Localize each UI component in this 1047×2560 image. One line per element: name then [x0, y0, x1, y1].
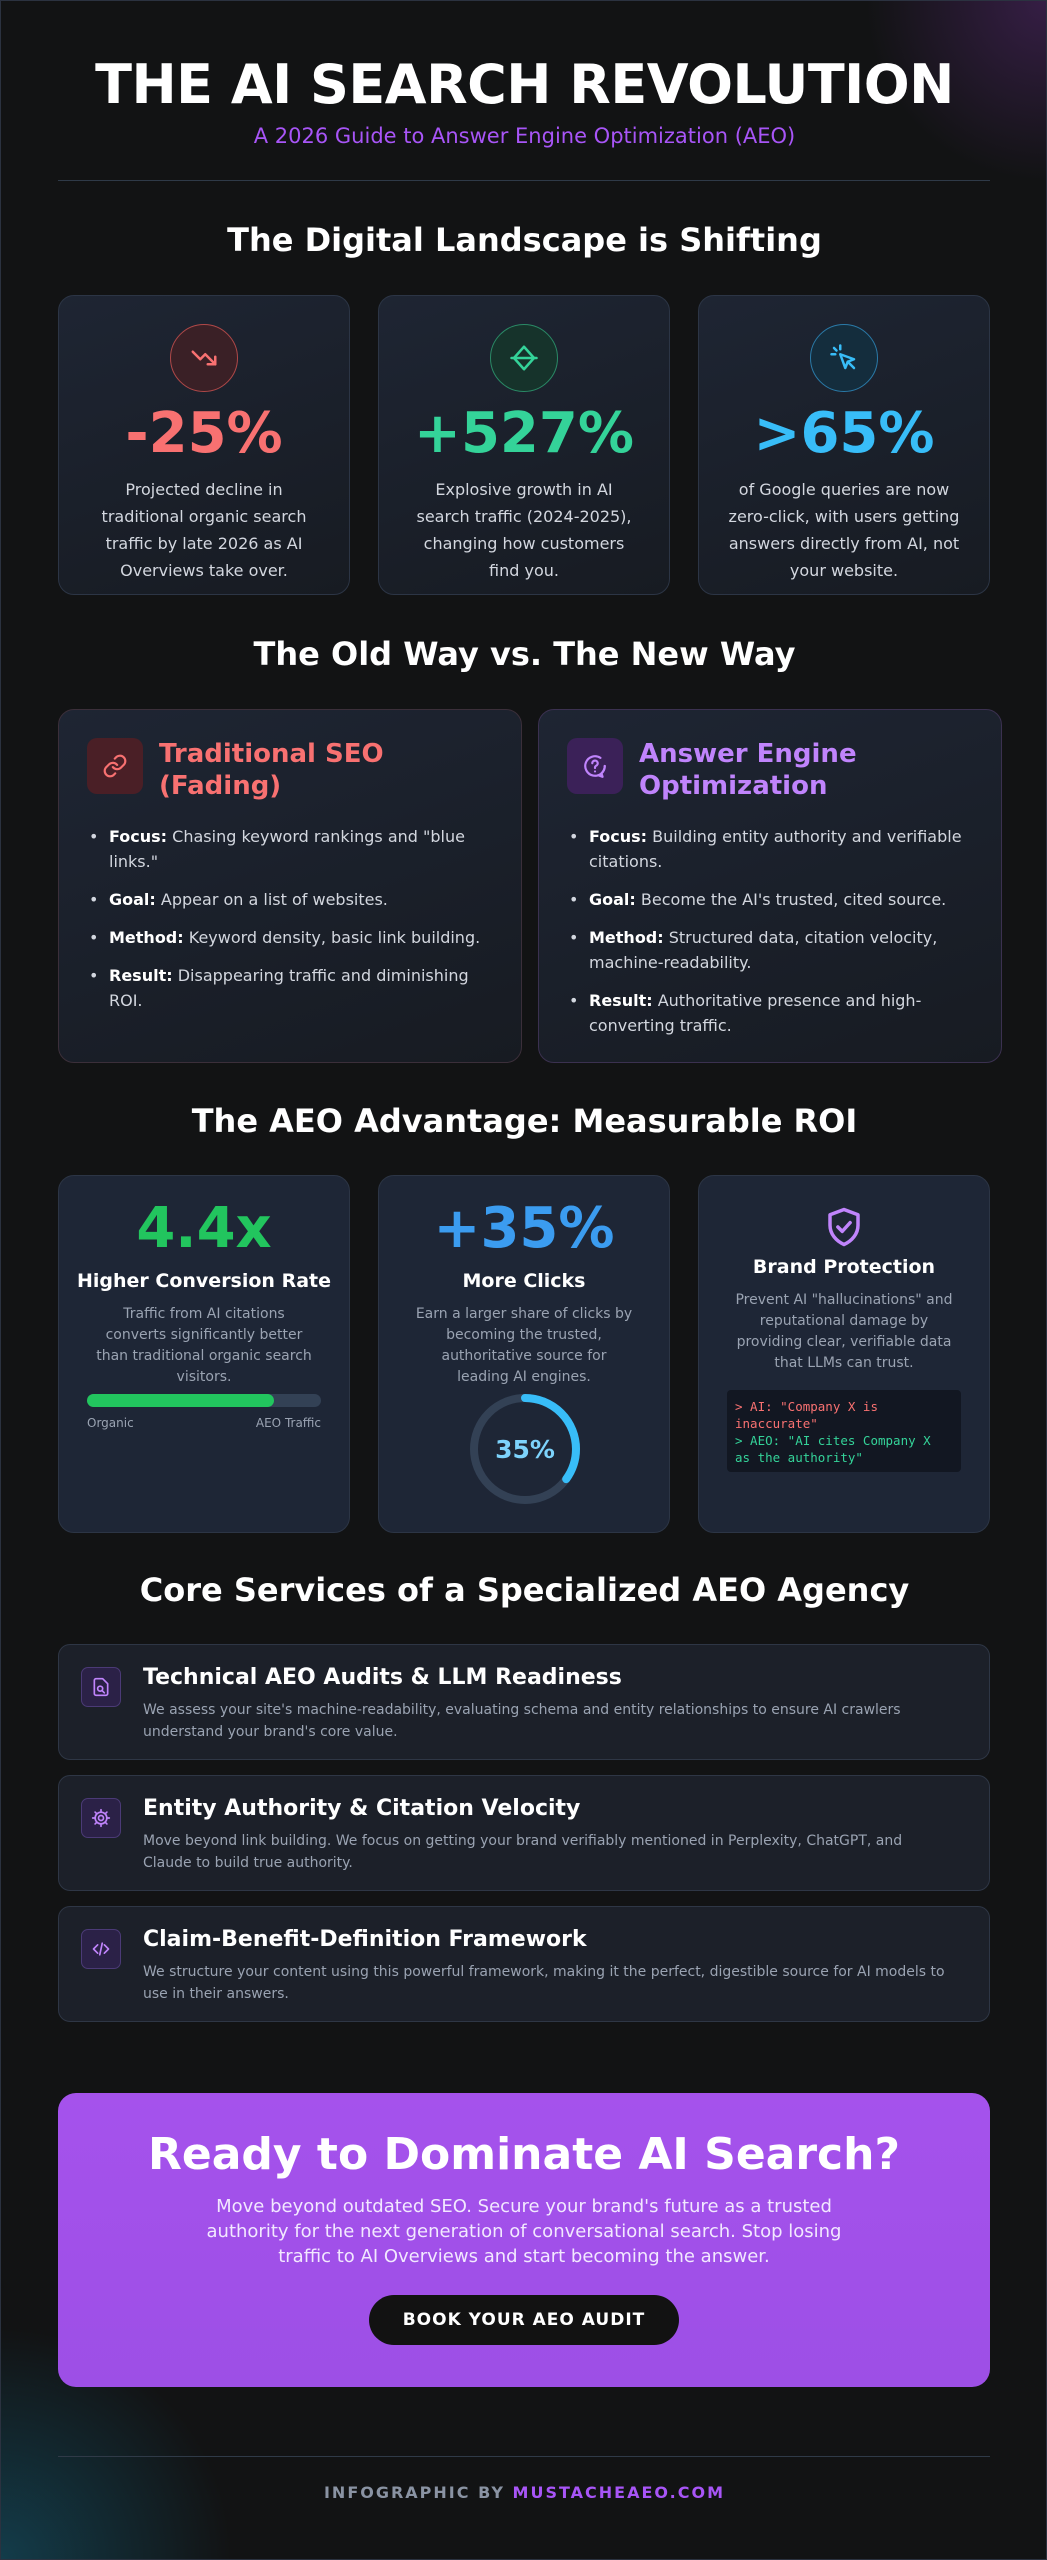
terminal-line-ai: > AI: "Company X is inaccurate": [735, 1399, 878, 1431]
cta-title: Ready to Dominate AI Search?: [148, 2129, 900, 2180]
list-item: Method: Structured data, citation veloci…: [567, 925, 973, 975]
gear-icon: [81, 1798, 121, 1838]
service-description: We structure your content using this pow…: [143, 1964, 945, 2002]
conversion-value: 4.4x: [136, 1196, 272, 1261]
traditional-seo-title: Traditional SEO (Fading): [159, 739, 384, 801]
brand-protection-title: Brand Protection: [752, 1256, 936, 1278]
bar-label-organic: Organic: [87, 1416, 134, 1430]
stat-card-decline: -25% Projected decline in traditional or…: [58, 295, 350, 595]
header-divider: [58, 180, 990, 181]
clicks-value: +35%: [433, 1196, 615, 1261]
aeo-title: Answer Engine Optimization: [639, 739, 857, 801]
stat-card-growth: +527% Explosive growth in AI search traf…: [378, 295, 670, 595]
shield-check-icon: [699, 1206, 989, 1248]
cta-banner: Ready to Dominate AI Search? Move beyond…: [58, 2093, 990, 2387]
trending-down-icon: [170, 324, 238, 392]
brand-protection-card: Brand Protection Prevent AI "hallucinati…: [698, 1175, 990, 1533]
list-item: Method: Keyword density, basic link buil…: [87, 925, 493, 950]
aeo-card: Answer Engine Optimization Focus: Buildi…: [538, 709, 1002, 1063]
service-title: Claim-Benefit-Definition Framework: [143, 1927, 587, 1952]
cta-description: Move beyond outdated SEO. Secure your br…: [206, 2196, 842, 2267]
stat-description: of Google queries are now zero-click, wi…: [728, 480, 960, 580]
traditional-seo-list: Focus: Chasing keyword rankings and "blu…: [87, 824, 493, 1013]
footer-prefix: INFOGRAPHIC BY: [323, 2483, 505, 2502]
list-item: Result: Disappearing traffic and diminis…: [87, 963, 493, 1013]
service-card-framework: Claim-Benefit-Definition Framework We st…: [58, 1906, 990, 2022]
clicks-card: +35% More Clicks Earn a larger share of …: [378, 1175, 670, 1533]
aeo-list: Focus: Building entity authority and ver…: [567, 824, 973, 1038]
clicks-description: Earn a larger share of clicks by becomin…: [415, 1306, 633, 1385]
terminal-line-aeo: > AEO: "AI cites Company X as the author…: [735, 1433, 931, 1465]
service-card-authority: Entity Authority & Citation Velocity Mov…: [58, 1775, 990, 1891]
list-item: Goal: Become the AI's trusted, cited sou…: [567, 887, 973, 912]
service-title: Technical AEO Audits & LLM Readiness: [143, 1665, 622, 1690]
conversion-progress-bar: [87, 1394, 321, 1407]
brand-protection-description: Prevent AI "hallucinations" and reputati…: [735, 1292, 953, 1371]
stat-card-zero-click: >65% of Google queries are now zero-clic…: [698, 295, 990, 595]
list-item: Focus: Chasing keyword rankings and "blu…: [87, 824, 493, 874]
conversion-description: Traffic from AI citations converts signi…: [96, 1306, 312, 1385]
footer-divider: [58, 2456, 990, 2457]
document-search-icon: [81, 1667, 121, 1707]
comparison-title: The Old Way vs. The New Way: [253, 635, 796, 673]
page-title: THE AI SEARCH REVOLUTION: [95, 53, 954, 116]
stat-value: -25%: [125, 401, 283, 466]
list-item: Focus: Building entity authority and ver…: [567, 824, 973, 874]
list-item: Goal: Appear on a list of websites.: [87, 887, 493, 912]
terminal-snippet: > AI: "Company X is inaccurate" > AEO: "…: [727, 1390, 961, 1472]
conversion-card: 4.4x Higher Conversion Rate Traffic from…: [58, 1175, 350, 1533]
conversion-title: Higher Conversion Rate: [76, 1270, 331, 1292]
traditional-seo-card: Traditional SEO (Fading) Focus: Chasing …: [58, 709, 522, 1063]
clicks-ring-label: 35%: [495, 1434, 555, 1464]
roi-title: The AEO Advantage: Measurable ROI: [191, 1102, 858, 1140]
stat-description: Projected decline in traditional organic…: [101, 480, 307, 580]
stat-value: +527%: [414, 401, 634, 466]
service-title: Entity Authority & Citation Velocity: [143, 1796, 581, 1821]
book-audit-button[interactable]: BOOK YOUR AEO AUDIT: [368, 2295, 680, 2345]
diamond-icon: [490, 324, 558, 392]
cursor-click-icon: [810, 324, 878, 392]
service-description: We assess your site's machine-readabilit…: [143, 1702, 901, 1740]
link-icon: [87, 738, 143, 794]
question-chat-icon: [567, 738, 623, 794]
footer-brand-link[interactable]: MUSTACHEAEO.COM: [512, 2483, 726, 2502]
conversion-progress-fill: [87, 1394, 275, 1407]
stat-value: >65%: [753, 401, 935, 466]
clicks-progress-ring: 35%: [468, 1392, 582, 1506]
footer-credit: INFOGRAPHIC BY MUSTACHEAEO.COM: [1, 2483, 1046, 2502]
bar-label-aeo: AEO Traffic: [255, 1416, 321, 1430]
list-item: Result: Authoritative presence and high-…: [567, 988, 973, 1038]
code-icon: [81, 1929, 121, 1969]
service-description: Move beyond link building. We focus on g…: [143, 1833, 903, 1871]
service-card-audits: Technical AEO Audits & LLM Readiness We …: [58, 1644, 990, 1760]
clicks-title: More Clicks: [462, 1270, 586, 1292]
page-subtitle: A 2026 Guide to Answer Engine Optimizati…: [253, 124, 796, 148]
landscape-title: The Digital Landscape is Shifting: [227, 221, 822, 259]
services-title: Core Services of a Specialized AEO Agenc…: [139, 1571, 910, 1609]
stat-description: Explosive growth in AI search traffic (2…: [416, 480, 632, 580]
